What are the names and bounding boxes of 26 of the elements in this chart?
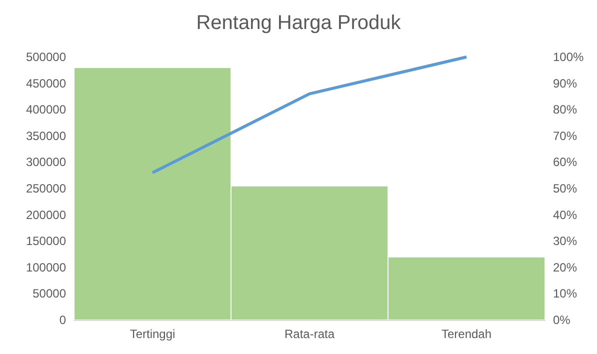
y2-tick-label: 40% [553,208,578,222]
y-tick-label: 200000 [26,208,66,222]
y-tick-label: 0 [59,313,66,327]
y-tick-label: 300000 [26,155,66,170]
x-tick-label: Rata-rata [284,327,335,341]
y2-tick-label: 60% [553,155,578,170]
y-tick-label: 50000 [32,286,66,301]
y2-tick-label: 50% [553,182,578,196]
y-tick-label: 100000 [26,260,66,274]
y2-tick-label: 0% [553,313,571,327]
y-tick-label: 150000 [26,234,66,248]
x-tick-label: Terendah [441,327,492,341]
chart-title: Rentang Harga Produk [196,12,402,34]
y-tick-label: 250000 [26,182,66,196]
x-tick-label: Tertinggi [130,327,176,341]
y2-tick-label: 10% [553,286,578,301]
y2-tick-label: 100% [553,50,584,64]
y-tick-label: 500000 [26,50,66,64]
y2-tick-label: 20% [553,260,578,274]
y-tick-label: 400000 [26,102,66,117]
y-tick-label: 350000 [26,128,66,143]
y2-tick-label: 30% [553,234,578,248]
y2-tick-label: 80% [553,102,578,117]
y-tick-label: 450000 [26,76,66,90]
y2-tick-label: 70% [553,128,578,143]
y2-tick-label: 90% [553,76,578,90]
